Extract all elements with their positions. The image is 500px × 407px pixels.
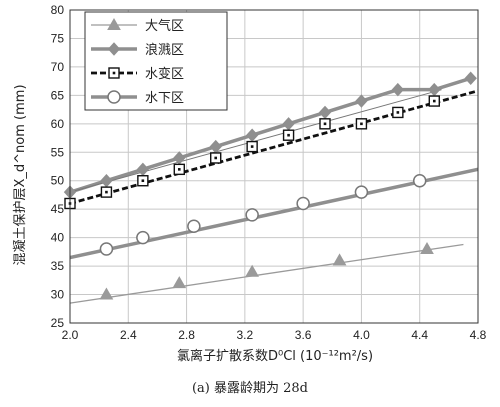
trendline-2 bbox=[69, 89, 479, 205]
data-markers bbox=[63, 71, 477, 300]
data-point-triangle bbox=[172, 276, 187, 289]
data-point-square bbox=[173, 163, 185, 176]
legend-marker-diamond bbox=[107, 42, 121, 56]
y-tick-label: 35 bbox=[51, 259, 65, 273]
legend-item-1: 浪溅区 bbox=[91, 42, 184, 58]
square-marker-dot bbox=[287, 133, 290, 137]
y-tick-label: 50 bbox=[51, 174, 65, 188]
square-marker-dot bbox=[105, 190, 108, 194]
data-point-diamond bbox=[391, 82, 405, 97]
legend-item-0: 大气区 bbox=[91, 17, 184, 34]
legend-item-2: 水变区 bbox=[91, 66, 184, 82]
figure-caption: (a) 暴露龄期为 28d bbox=[192, 381, 308, 396]
data-point-triangle bbox=[245, 264, 260, 277]
data-point-square bbox=[282, 129, 295, 141]
x-tick-label: 4.0 bbox=[353, 328, 370, 342]
square-marker-dot bbox=[432, 99, 436, 103]
y-tick-label: 70 bbox=[51, 60, 65, 74]
legend-label: 水变区 bbox=[145, 66, 184, 82]
data-point-square bbox=[319, 118, 331, 130]
data-point-triangle bbox=[99, 287, 114, 300]
y-tick-label: 45 bbox=[51, 202, 65, 216]
y-axis-title: 混凝土保护层X_d^nom (mm) bbox=[12, 84, 28, 265]
x-tick-label: 2.0 bbox=[62, 328, 79, 342]
square-marker-dot bbox=[112, 71, 116, 75]
data-point-circle bbox=[354, 185, 369, 199]
x-axis-title: 氯离子扩散系数D⁰Cl (10⁻¹²m²/s) bbox=[177, 348, 373, 364]
plot-frame bbox=[69, 9, 479, 324]
square-marker-dot bbox=[141, 179, 145, 183]
trendline-0 bbox=[69, 243, 464, 304]
x-tick-label: 2.8 bbox=[178, 328, 195, 342]
data-point-square bbox=[428, 95, 440, 107]
data-point-circle bbox=[187, 219, 201, 234]
data-point-diamond bbox=[428, 82, 441, 97]
y-tick-label: 30 bbox=[51, 288, 65, 302]
data-point-square bbox=[392, 106, 404, 119]
data-point-diamond bbox=[100, 173, 113, 188]
y-tick-label: 60 bbox=[51, 117, 65, 131]
legend-marker-triangle bbox=[107, 17, 121, 30]
square-marker-dot bbox=[177, 168, 181, 171]
legend-label: 大气区 bbox=[145, 18, 184, 34]
data-point-square bbox=[100, 186, 113, 198]
data-point-diamond bbox=[245, 128, 259, 142]
y-tick-label: 65 bbox=[51, 88, 65, 102]
data-point-diamond bbox=[464, 71, 477, 86]
tick-labels: 25 30 35 40 45 50 55 60 65 70 75 80 2.0 2.4 2.8 3.2 3.6 4… bbox=[51, 3, 487, 342]
data-point-circle bbox=[99, 242, 114, 256]
legend-marker-square bbox=[108, 67, 120, 79]
legend-marker-circle bbox=[107, 90, 121, 104]
y-tick-label: 40 bbox=[51, 231, 65, 245]
trendline-3 bbox=[69, 167, 479, 260]
data-point-diamond bbox=[173, 151, 186, 165]
square-marker-dot bbox=[250, 145, 254, 148]
data-point-circle bbox=[245, 208, 259, 222]
legend-label: 水下区 bbox=[145, 91, 184, 106]
x-tick-label: 3.6 bbox=[295, 328, 312, 342]
data-point-circle bbox=[136, 230, 150, 245]
x-tick-label: 4.8 bbox=[470, 328, 487, 342]
data-point-square bbox=[210, 152, 222, 164]
data-point-circle bbox=[412, 173, 427, 188]
data-point-triangle bbox=[332, 253, 347, 266]
legend-item-3: 水下区 bbox=[91, 90, 184, 106]
y-tick-label: 75 bbox=[51, 31, 65, 45]
data-point-diamond bbox=[282, 117, 295, 131]
trend-lines bbox=[69, 76, 479, 304]
data-point-square bbox=[246, 140, 258, 153]
x-tick-label: 3.2 bbox=[237, 328, 254, 342]
data-point-square bbox=[355, 118, 368, 130]
square-marker-dot bbox=[360, 122, 363, 126]
data-point-triangle bbox=[420, 242, 434, 255]
x-tick-label: 4.4 bbox=[411, 328, 428, 342]
data-point-diamond bbox=[318, 105, 332, 120]
y-tick-label: 25 bbox=[51, 316, 65, 330]
data-point-square bbox=[137, 175, 149, 187]
y-tick-label: 55 bbox=[51, 145, 65, 159]
data-point-diamond bbox=[355, 94, 368, 108]
data-point-circle bbox=[296, 196, 310, 211]
square-marker-dot bbox=[214, 156, 218, 160]
square-marker-dot bbox=[396, 111, 400, 114]
y-tick-label: 80 bbox=[51, 3, 65, 17]
square-marker-dot bbox=[323, 122, 327, 126]
x-tick-label: 2.4 bbox=[120, 328, 137, 342]
legend-label: 浪溅区 bbox=[145, 43, 184, 58]
